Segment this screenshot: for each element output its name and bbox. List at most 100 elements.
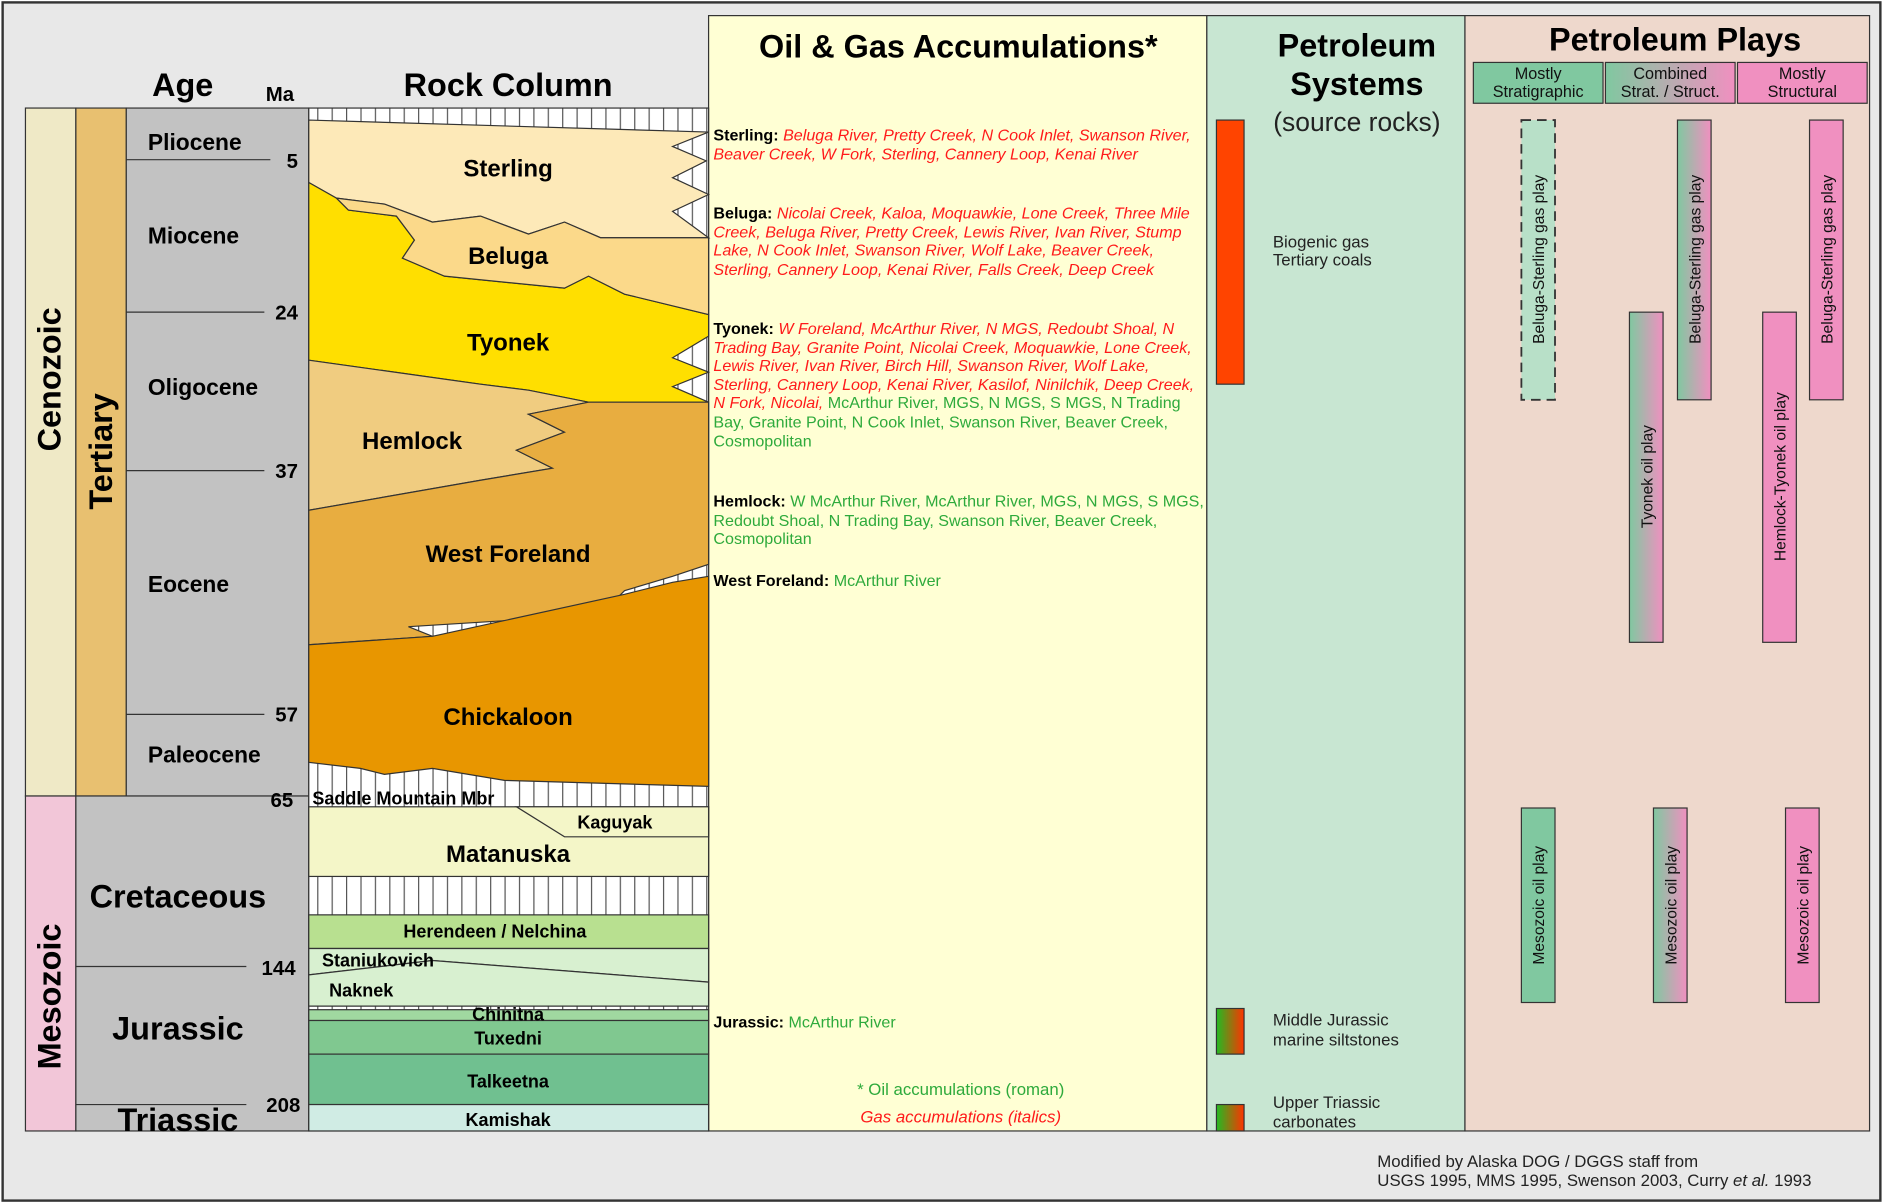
formation-label: Tuxedni [474,1029,542,1049]
accumulation: Beluga: Nicolai Creek, Kaloa, Moquawkie,… [713,204,1189,278]
ma-label: 24 [275,302,298,324]
ma-header: Ma [266,84,295,106]
formation-name: Sterling: [713,126,779,145]
credit-part: et al. [1733,1171,1769,1190]
play-type-label: Combined [1633,65,1707,83]
play-type-label: Mostly [1779,65,1827,83]
play-bar [1652,807,1688,1004]
accumulation: Sterling: Beluga River, Pretty Creek, N … [713,126,1191,163]
play-bar [1808,119,1844,401]
formation-label: Chinitna [472,1005,545,1025]
oil-note: * Oil accumulations (roman) [857,1080,1064,1099]
play-label: Mesozoic oil play [1663,846,1680,965]
formation-label: Hemlock [362,428,463,455]
formation-label: Matanuska [446,841,571,868]
epoch-label: Oligocene [148,374,258,400]
period-tertiary [75,107,127,797]
credit: Modified by Alaska DOG / DGGS staff from [1377,1152,1698,1171]
boundaries [75,159,271,1106]
play-bar [1520,807,1556,1004]
period-label: Cretaceous [90,879,267,915]
system-label: marine siltstones [1273,1031,1399,1050]
ma-label: 208 [266,1095,300,1117]
age-header: Age [152,67,213,103]
formation-west-foreland [308,401,710,646]
play-type-label: Structural [1768,83,1837,101]
oil-list: McArthur River [833,571,941,590]
formation-naknek [308,959,710,1007]
source-bar [1215,119,1245,385]
play-type [1472,61,1604,104]
formation-name: Hemlock: [713,492,786,511]
epoch-label: Miocene [148,223,239,249]
play-bar [1762,311,1797,643]
formation-label: Talkeetna [467,1072,550,1092]
epoch-label: Paleocene [148,741,261,767]
formation-label: Sterling [463,155,552,182]
credit: USGS 1995, MMS 1995, Swenson 2003, Curry… [1377,1171,1811,1190]
formation-chickaloon [308,575,710,788]
credit-part: 1993 [1769,1171,1811,1190]
system-label: Tertiary coals [1273,250,1372,269]
rock-column-header: Rock Column [404,67,613,103]
era-label: Mesozoic [31,924,67,1070]
ma-label: 65 [270,790,293,812]
systems-header: Petroleum [1278,27,1436,63]
ma-label: 37 [275,461,298,483]
play-bar [1784,807,1820,1004]
play-label: Hemlock-Tyonek oil play [1773,392,1790,561]
gas-list: W Foreland, McArthur River, N MGS, Redou… [713,319,1195,413]
accumulation: Tyonek: W Foreland, McArthur River, N MG… [713,319,1195,450]
oil-list: McArthur River, MGS, N MGS, S MGS, N Tra… [713,394,1181,450]
play-label: Beluga-Sterling gas play [1687,175,1704,344]
systems-subheader: (source rocks) [1273,107,1440,137]
system-label: Biogenic gas [1273,232,1369,251]
formation-kaguyak [514,806,710,838]
formation-label: Naknek [329,980,394,1000]
play-bar [1676,119,1712,401]
formation-kamishak [308,1103,710,1132]
play-label: Beluga-Sterling gas play [1531,175,1548,344]
accumulation: Jurassic: McArthur River [713,1013,896,1032]
play-type-label: Stratigraphic [1493,83,1584,101]
system-label: Middle Jurassic [1273,1010,1389,1029]
oil-list: McArthur River [788,1013,896,1032]
formation-herendeen [308,914,710,950]
period-column [75,795,310,1132]
source-bar [1215,1103,1245,1132]
ma-label: 144 [262,958,297,980]
formation-label: Saddle Mountain Mbr [312,788,494,808]
play-label: Beluga-Sterling gas play [1819,175,1836,344]
ma-label: 57 [275,705,298,727]
formation-label: Chickaloon [443,704,572,731]
formation-name: Jurassic: [713,1013,784,1032]
oil-list: W McArthur River, McArthur River, MGS, N… [713,492,1204,548]
epoch-label: Eocene [148,571,229,597]
formation-label: Kamishak [466,1110,552,1130]
era-mesozoic [24,795,77,1132]
formation-beluga [334,197,710,316]
formation-label: Tyonek [467,330,550,357]
accumulation-panel [707,15,1208,1132]
source-bar [1215,1007,1245,1055]
play-type [1604,61,1736,104]
gas-list: Beluga River, Pretty Creek, N Cook Inlet… [713,126,1191,163]
formation-label: Herendeen / Nelchina [403,922,587,942]
gas-note: Gas accumulations (italics) [860,1108,1061,1127]
system-label: carbonates [1273,1112,1356,1131]
period-label: Triassic [118,1102,239,1138]
era-cenozoic [24,107,77,797]
era-label: Cenozoic [31,307,67,451]
credit-part: USGS 1995, MMS 1995, Swenson 2003, Curry [1377,1171,1733,1190]
epoch-label: Pliocene [148,129,242,155]
formation-name: Beluga: [713,204,773,223]
formation-name: Tyonek: [713,319,774,338]
formation-name: West Foreland: [713,571,830,590]
systems-panel [1206,15,1466,1132]
play-type-label: Strat. / Struct. [1621,83,1720,101]
period-label: Tertiary [83,393,119,509]
plays-header: Petroleum Plays [1549,21,1801,57]
play-type-label: Mostly [1515,65,1563,83]
